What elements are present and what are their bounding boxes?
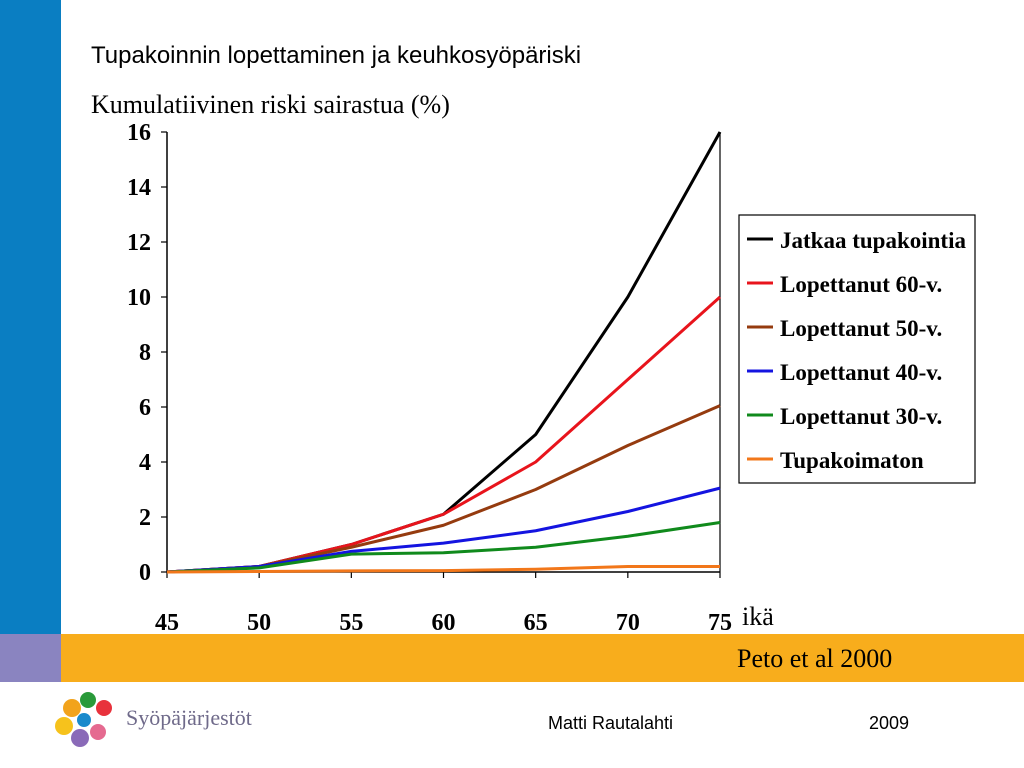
y-tick-label: 2	[139, 505, 151, 531]
syopajarjestot-logo-icon	[55, 692, 112, 747]
y-tick-label: 14	[127, 175, 151, 201]
chart-axes: 0 2 4 6 8 10 12 14 16 45 50 55 60 65 70 75	[127, 120, 732, 636]
legend-label: Lopettanut 40-v.	[780, 360, 942, 385]
series-line	[166, 521, 721, 574]
org-name: Syöpäjärjestöt	[126, 705, 252, 730]
y-tick-label: 0	[139, 560, 151, 586]
legend-box	[738, 214, 976, 484]
series-line	[166, 295, 722, 574]
side-accent-bar	[0, 0, 61, 634]
corner-accent-box	[0, 634, 61, 682]
legend-label: Lopettanut 50-v.	[780, 316, 942, 341]
chart-legend: Jatkaa tupakointia Lopettanut 60-v. Lopett…	[738, 214, 976, 484]
legend-label: Lopettanut 60-v.	[780, 272, 942, 297]
footer-year: 2009	[869, 713, 910, 733]
footer-accent-band	[61, 634, 1024, 682]
y-tick-label: 6	[139, 395, 151, 421]
y-tick-label: 8	[139, 340, 151, 366]
y-tick-label: 4	[139, 450, 151, 476]
series-line	[166, 404, 721, 574]
x-tick-label: 70	[616, 610, 640, 636]
citation-text: Peto et al 2000	[737, 644, 893, 673]
series-line	[166, 131, 722, 574]
footer-author: Matti Rautalahti	[548, 713, 674, 733]
y-tick-label: 12	[127, 230, 151, 256]
side-divider	[61, 0, 63, 634]
y-axis-title: Kumulatiivinen riski sairastua (%)	[91, 90, 450, 119]
legend-label: Jatkaa tupakointia	[780, 228, 966, 253]
slide-title: Tupakoinnin lopettaminen ja keuhkosyöpär…	[91, 42, 582, 69]
chart-series	[166, 131, 722, 574]
y-tick-label: 16	[127, 120, 151, 146]
x-tick-label: 65	[524, 610, 548, 636]
legend-label: Lopettanut 30-v.	[780, 404, 942, 429]
y-tick-label: 10	[127, 285, 151, 311]
x-axis-title: ikä	[742, 602, 774, 631]
x-tick-label: 45	[155, 610, 179, 636]
series-line	[166, 565, 720, 574]
x-tick-label: 75	[708, 610, 732, 636]
x-tick-label: 50	[247, 610, 271, 636]
x-tick-label: 55	[339, 610, 363, 636]
series-line	[166, 486, 721, 574]
legend-label: Tupakoimaton	[780, 448, 924, 473]
x-tick-label: 60	[432, 610, 456, 636]
